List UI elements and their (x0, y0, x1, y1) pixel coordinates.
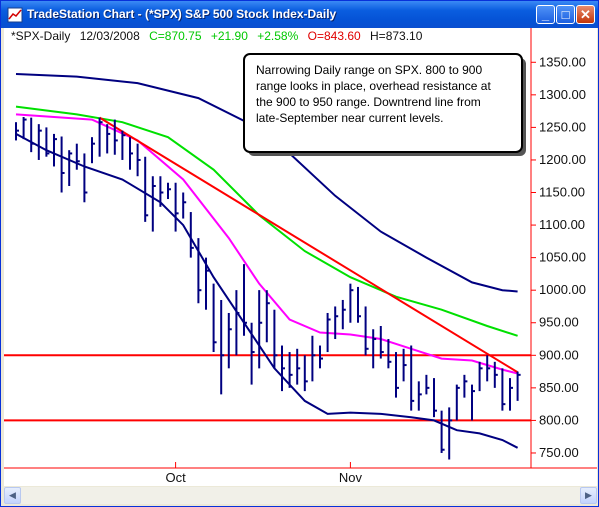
chart-app-icon (7, 7, 23, 23)
y-tick-label: 1050.00 (539, 250, 586, 265)
chart-area[interactable]: 750.00 800.00 850.00 900.00 950.00 1000.00 105… (4, 28, 597, 486)
moving-average-line (15, 113, 518, 375)
y-tick-label: 800.00 (539, 412, 579, 427)
y-tick-label: 900.00 (539, 347, 579, 362)
minimize-button[interactable]: _ (536, 5, 555, 24)
scroll-left-arrow-icon[interactable]: ◀ (4, 487, 21, 504)
y-tick-label: 1150.00 (539, 185, 585, 200)
change-value: +21.90 (210, 29, 248, 43)
annotation-box (243, 53, 523, 153)
maximize-button[interactable]: □ (556, 5, 575, 24)
annotation-text-line: the 900 to 950 range. Downtrend line fro… (256, 95, 481, 109)
price-chart[interactable]: 750.00 800.00 850.00 900.00 950.00 1000.00 105… (4, 28, 597, 486)
x-tick-label: Oct (165, 470, 186, 485)
open-value: O=843.60 (307, 29, 361, 43)
close-value: C=870.75 (149, 29, 202, 43)
y-tick-label: 950.00 (539, 315, 579, 330)
annotation-text-line: Narrowing Daily range on SPX. 800 to 900 (256, 63, 482, 77)
y-tick-label: 1300.00 (539, 87, 586, 102)
annotation-text-line: range looks in place, overhead resistanc… (256, 79, 491, 93)
change-pct-value: +2.58% (257, 29, 299, 43)
y-tick-label: 1200.00 (539, 152, 586, 167)
y-tick-label: 750.00 (539, 445, 579, 460)
y-tick-label: 1100.00 (539, 217, 585, 232)
horizontal-scrollbar[interactable]: ◀ ▶ (4, 487, 597, 504)
y-tick-label: 1000.00 (539, 282, 586, 297)
moving-average-line (15, 73, 518, 293)
window-title: TradeStation Chart - (*SPX) S&P 500 Stoc… (27, 7, 337, 21)
close-button[interactable]: ✕ (576, 5, 595, 24)
moving-average-line (15, 133, 519, 449)
x-tick-label: Nov (339, 470, 363, 485)
y-tick-label: 850.00 (539, 380, 579, 395)
downtrend-line (99, 116, 519, 374)
date-label: 12/03/2008 (79, 29, 140, 43)
high-value: H=873.10 (370, 29, 423, 43)
quote-status-bar: *SPX-Daily 12/03/2008 C=870.75 +21.90 +2… (11, 29, 428, 43)
annotation-text-line: late-September near current levels. (256, 111, 443, 125)
y-tick-label: 1350.00 (539, 54, 586, 69)
scroll-right-arrow-icon[interactable]: ▶ (580, 487, 597, 504)
symbol-label: *SPX-Daily (11, 29, 71, 43)
title-bar[interactable]: TradeStation Chart - (*SPX) S&P 500 Stoc… (1, 1, 598, 28)
y-tick-label: 1250.00 (539, 119, 586, 134)
